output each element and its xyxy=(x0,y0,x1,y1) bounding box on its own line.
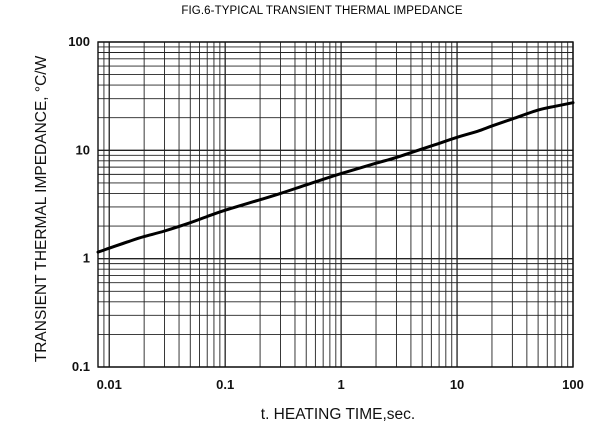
x-tick-label: 100 xyxy=(562,377,584,392)
impedance-curve xyxy=(96,101,575,254)
x-tick-label: 1 xyxy=(338,377,345,392)
y-tick-labels: 0.1 1 10 100 xyxy=(68,34,90,374)
y-tick-label: 1 xyxy=(83,251,90,266)
x-tick-label: 10 xyxy=(450,377,464,392)
y-axis-label: TRANSIENT THERMAL IMPEDANCE, °C/W xyxy=(33,55,50,362)
y-tick-label: 10 xyxy=(76,142,90,157)
chart-grid xyxy=(97,41,574,368)
y-tick-label: 100 xyxy=(68,34,90,49)
chart-title: FIG.6-TYPICAL TRANSIENT THERMAL IMPEDANC… xyxy=(181,5,462,17)
y-tick-label: 0.1 xyxy=(72,359,90,374)
series-group xyxy=(96,101,575,254)
x-tick-label: 0.01 xyxy=(97,377,122,392)
x-axis-label: t. HEATING TIME,sec. xyxy=(261,406,415,423)
x-tick-label: 0.1 xyxy=(216,377,234,392)
x-tick-labels: 0.01 0.1 1 10 100 xyxy=(97,377,584,392)
plot-frame xyxy=(97,41,574,368)
